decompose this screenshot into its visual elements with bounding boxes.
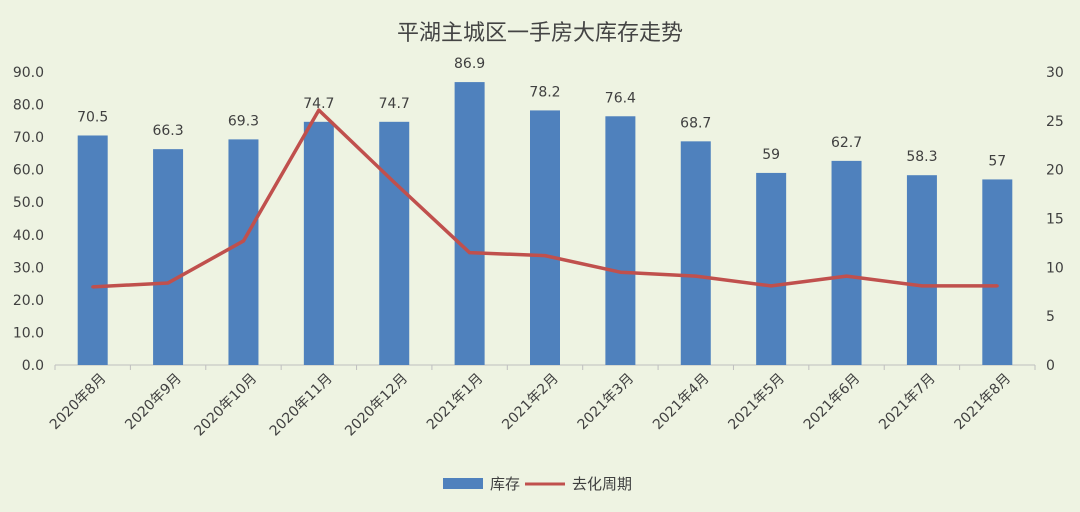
bar xyxy=(454,82,485,365)
bar-data-labels: 70.5 66.3 69.3 74.7 74.7 86.9 78.2 76.4 68.7 59 62… xyxy=(77,56,1006,169)
bar-data-label: 58.3 xyxy=(906,149,937,165)
y-left-tick-label: 10.0 xyxy=(13,325,44,341)
line-point xyxy=(769,284,773,288)
bar-data-label: 76.4 xyxy=(605,90,636,106)
bar xyxy=(303,121,334,365)
line-point xyxy=(468,251,472,255)
y-left-tick-label: 90.0 xyxy=(13,65,44,81)
line-point xyxy=(241,239,245,243)
y-right-tick-label: 15 xyxy=(1046,212,1064,228)
x-tick-label: 2021年4月 xyxy=(650,371,713,434)
bar xyxy=(379,121,410,365)
y-right-tick-label: 10 xyxy=(1046,260,1064,276)
sell-through-period-line xyxy=(91,108,999,289)
x-tick-label: 2020年12月 xyxy=(342,371,411,440)
line-point xyxy=(166,281,170,285)
x-tick-label: 2020年8月 xyxy=(47,371,110,434)
y-left-tick-label: 30.0 xyxy=(13,260,44,276)
y-right-tick-label: 20 xyxy=(1046,163,1064,179)
x-tick-label: 2021年7月 xyxy=(876,371,939,434)
line-point xyxy=(618,270,622,274)
line-point xyxy=(91,285,95,289)
line-point xyxy=(694,274,698,278)
bar-data-label: 57 xyxy=(988,153,1006,169)
x-tick-label: 2021年5月 xyxy=(725,371,788,434)
bar xyxy=(982,179,1013,365)
x-tick-label: 2020年11月 xyxy=(267,371,336,440)
y-left-tick-label: 60.0 xyxy=(13,163,44,179)
line-point xyxy=(920,284,924,288)
x-tick-label: 2020年10月 xyxy=(191,371,260,440)
bar xyxy=(228,139,259,365)
y-right-tick-label: 0 xyxy=(1046,358,1055,374)
y-left-tick-label: 80.0 xyxy=(13,98,44,114)
legend-label-sell-through: 去化周期 xyxy=(572,475,632,493)
bar xyxy=(605,116,636,365)
bar-data-label: 78.2 xyxy=(529,84,560,100)
y-right-tick-label: 30 xyxy=(1046,65,1064,81)
bar xyxy=(77,135,108,365)
y-left-tick-label: 0.0 xyxy=(22,358,44,374)
x-axis: 2020年8月 2020年9月 2020年10月 2020年11月 2020年12月 20… xyxy=(47,364,1036,440)
inventory-bars xyxy=(77,82,1013,365)
bar-data-label: 74.7 xyxy=(379,96,410,112)
bar-data-label: 74.7 xyxy=(303,96,334,112)
bar-data-label: 62.7 xyxy=(831,135,862,151)
bar-data-label: 59 xyxy=(762,147,780,163)
x-tick-label: 2021年1月 xyxy=(424,371,487,434)
bar-data-label: 66.3 xyxy=(152,123,183,139)
legend-label-inventory: 库存 xyxy=(490,475,520,493)
line-point xyxy=(995,284,999,288)
bar-data-label: 86.9 xyxy=(454,56,485,72)
bar-data-label: 69.3 xyxy=(228,113,259,129)
bar-data-label: 68.7 xyxy=(680,115,711,131)
chart-title: 平湖主城区一手房大库存走势 xyxy=(397,21,683,46)
bar xyxy=(906,175,937,365)
y-left-tick-label: 70.0 xyxy=(13,130,44,146)
line-point xyxy=(543,254,547,258)
line-point xyxy=(392,180,396,184)
line-point xyxy=(845,274,849,278)
x-tick-label: 2021年8月 xyxy=(952,371,1015,434)
line-point xyxy=(317,108,321,112)
x-tick-label: 2021年2月 xyxy=(499,371,562,434)
x-tick-label: 2021年6月 xyxy=(801,371,864,434)
y-left-tick-label: 20.0 xyxy=(13,293,44,309)
bar xyxy=(153,149,184,365)
bar xyxy=(831,160,862,365)
y-right-tick-label: 25 xyxy=(1046,114,1064,130)
y-left-tick-label: 40.0 xyxy=(13,228,44,244)
bar-data-label: 70.5 xyxy=(77,109,108,125)
legend-swatch-inventory xyxy=(443,478,483,489)
legend: 库存 去化周期 xyxy=(443,475,632,493)
x-tick-label: 2021年3月 xyxy=(575,371,638,434)
bar xyxy=(530,110,560,365)
bar xyxy=(680,141,711,365)
y-left-tick-label: 50.0 xyxy=(13,195,44,211)
y-right-tick-label: 5 xyxy=(1046,309,1055,325)
x-tick-label: 2020年9月 xyxy=(122,371,185,434)
y-axis-right: 0 5 10 15 20 25 30 xyxy=(1046,65,1064,374)
bar xyxy=(756,172,787,365)
y-axis-left: 0.0 10.0 20.0 30.0 40.0 50.0 60.0 70.0 80.0 90.0 xyxy=(13,65,44,374)
